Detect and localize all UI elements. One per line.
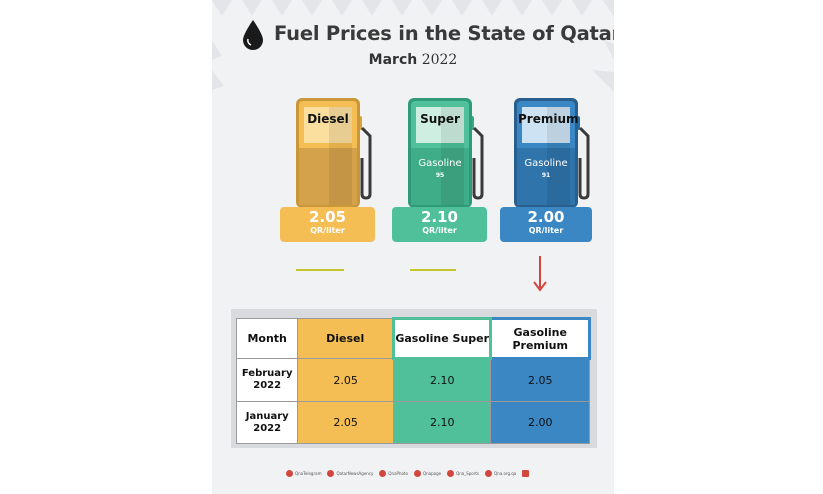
price-history-table: Month Diesel Gasoline Super Gasoline Pre… <box>235 317 591 444</box>
oil-drop-icon <box>243 20 263 50</box>
social-media-bar: QnaTelegram QatarNewsAgency QnaPhoto Qna… <box>286 468 530 478</box>
pump-premium-type: Gasoline <box>524 158 568 169</box>
instagram-icon <box>379 469 387 477</box>
twitter-icon <box>447 469 455 477</box>
pump-super-type: Gasoline <box>418 158 462 169</box>
social-item[interactable]: QnaTelegram <box>286 469 321 477</box>
price-unit: QR/liter <box>310 226 345 235</box>
super-cell: 2.10 <box>392 401 492 444</box>
social-item[interactable]: QatarNewsAgency <box>327 469 373 477</box>
price-box-diesel: 2.05 QR/liter <box>280 207 375 242</box>
fuel-pump-icon <box>514 98 590 208</box>
no-change-line-diesel <box>296 269 344 271</box>
fuel-pump-icon <box>408 98 484 208</box>
month-cell: February 2022 <box>235 358 299 402</box>
subtitle-month: March <box>368 52 418 68</box>
triangle-pattern-background <box>212 0 614 92</box>
premium-cell: 2.00 <box>490 401 590 444</box>
down-arrow-icon <box>533 256 547 292</box>
pump-super-octane: 95 <box>435 172 445 179</box>
month-name: February <box>241 368 293 379</box>
fuel-pump-icon <box>296 98 372 208</box>
table-row: February 2022 2.05 2.10 2.05 <box>235 358 590 402</box>
pump-super-name: Super <box>420 112 460 126</box>
social-item[interactable]: Qnapage <box>413 469 441 477</box>
web-icon <box>485 469 493 477</box>
header-super: Gasoline Super <box>391 317 493 360</box>
diesel-cell: 2.05 <box>297 401 394 444</box>
qna-logo-icon <box>522 469 530 477</box>
premium-cell: 2.05 <box>490 358 590 402</box>
super-cell: 2.10 <box>392 358 492 402</box>
twitter-icon <box>327 469 335 477</box>
page-title: Fuel Prices in the State of Qatar <box>274 22 614 45</box>
price-box-super: 2.10 QR/liter <box>392 207 487 242</box>
month-cell: January 2022 <box>235 401 299 444</box>
social-item <box>522 469 530 477</box>
month-year: 2022 <box>253 422 282 434</box>
pump-diesel-name: Diesel <box>307 112 349 126</box>
social-item[interactable]: Qna.org.qa <box>485 469 516 477</box>
header-premium: Gasoline Premium <box>489 317 591 360</box>
price-value: 2.10 <box>420 208 458 226</box>
table-row: January 2022 2.05 2.10 2.00 <box>235 401 590 444</box>
social-item[interactable]: Qna_Sports <box>447 469 479 477</box>
header-diesel: Diesel <box>297 318 394 359</box>
price-history-panel: Month Diesel Gasoline Super Gasoline Pre… <box>231 309 597 448</box>
pump-premium-octane: 91 <box>541 172 551 179</box>
subtitle-year: 2022 <box>421 52 458 68</box>
diesel-cell: 2.05 <box>297 358 394 402</box>
social-item[interactable]: QnaPhoto <box>379 469 408 477</box>
page-subtitle: March 2022 <box>212 52 614 68</box>
telegram-icon <box>286 469 293 477</box>
price-value: 2.05 <box>308 208 346 226</box>
header-month: Month <box>235 318 299 359</box>
infographic-poster: Fuel Prices in the State of Qatar March … <box>212 0 614 494</box>
price-box-premium: 2.00 QR/liter <box>500 207 592 242</box>
table-header-row: Month Diesel Gasoline Super Gasoline Pre… <box>235 317 591 360</box>
facebook-icon <box>413 469 421 477</box>
price-unit: QR/liter <box>422 226 457 235</box>
no-change-line-super <box>410 269 456 271</box>
price-value: 2.00 <box>527 208 565 226</box>
month-year: 2022 <box>253 380 282 391</box>
pump-premium-name: Premium <box>518 112 579 126</box>
price-unit: QR/liter <box>528 226 564 235</box>
month-name: January <box>245 410 289 422</box>
